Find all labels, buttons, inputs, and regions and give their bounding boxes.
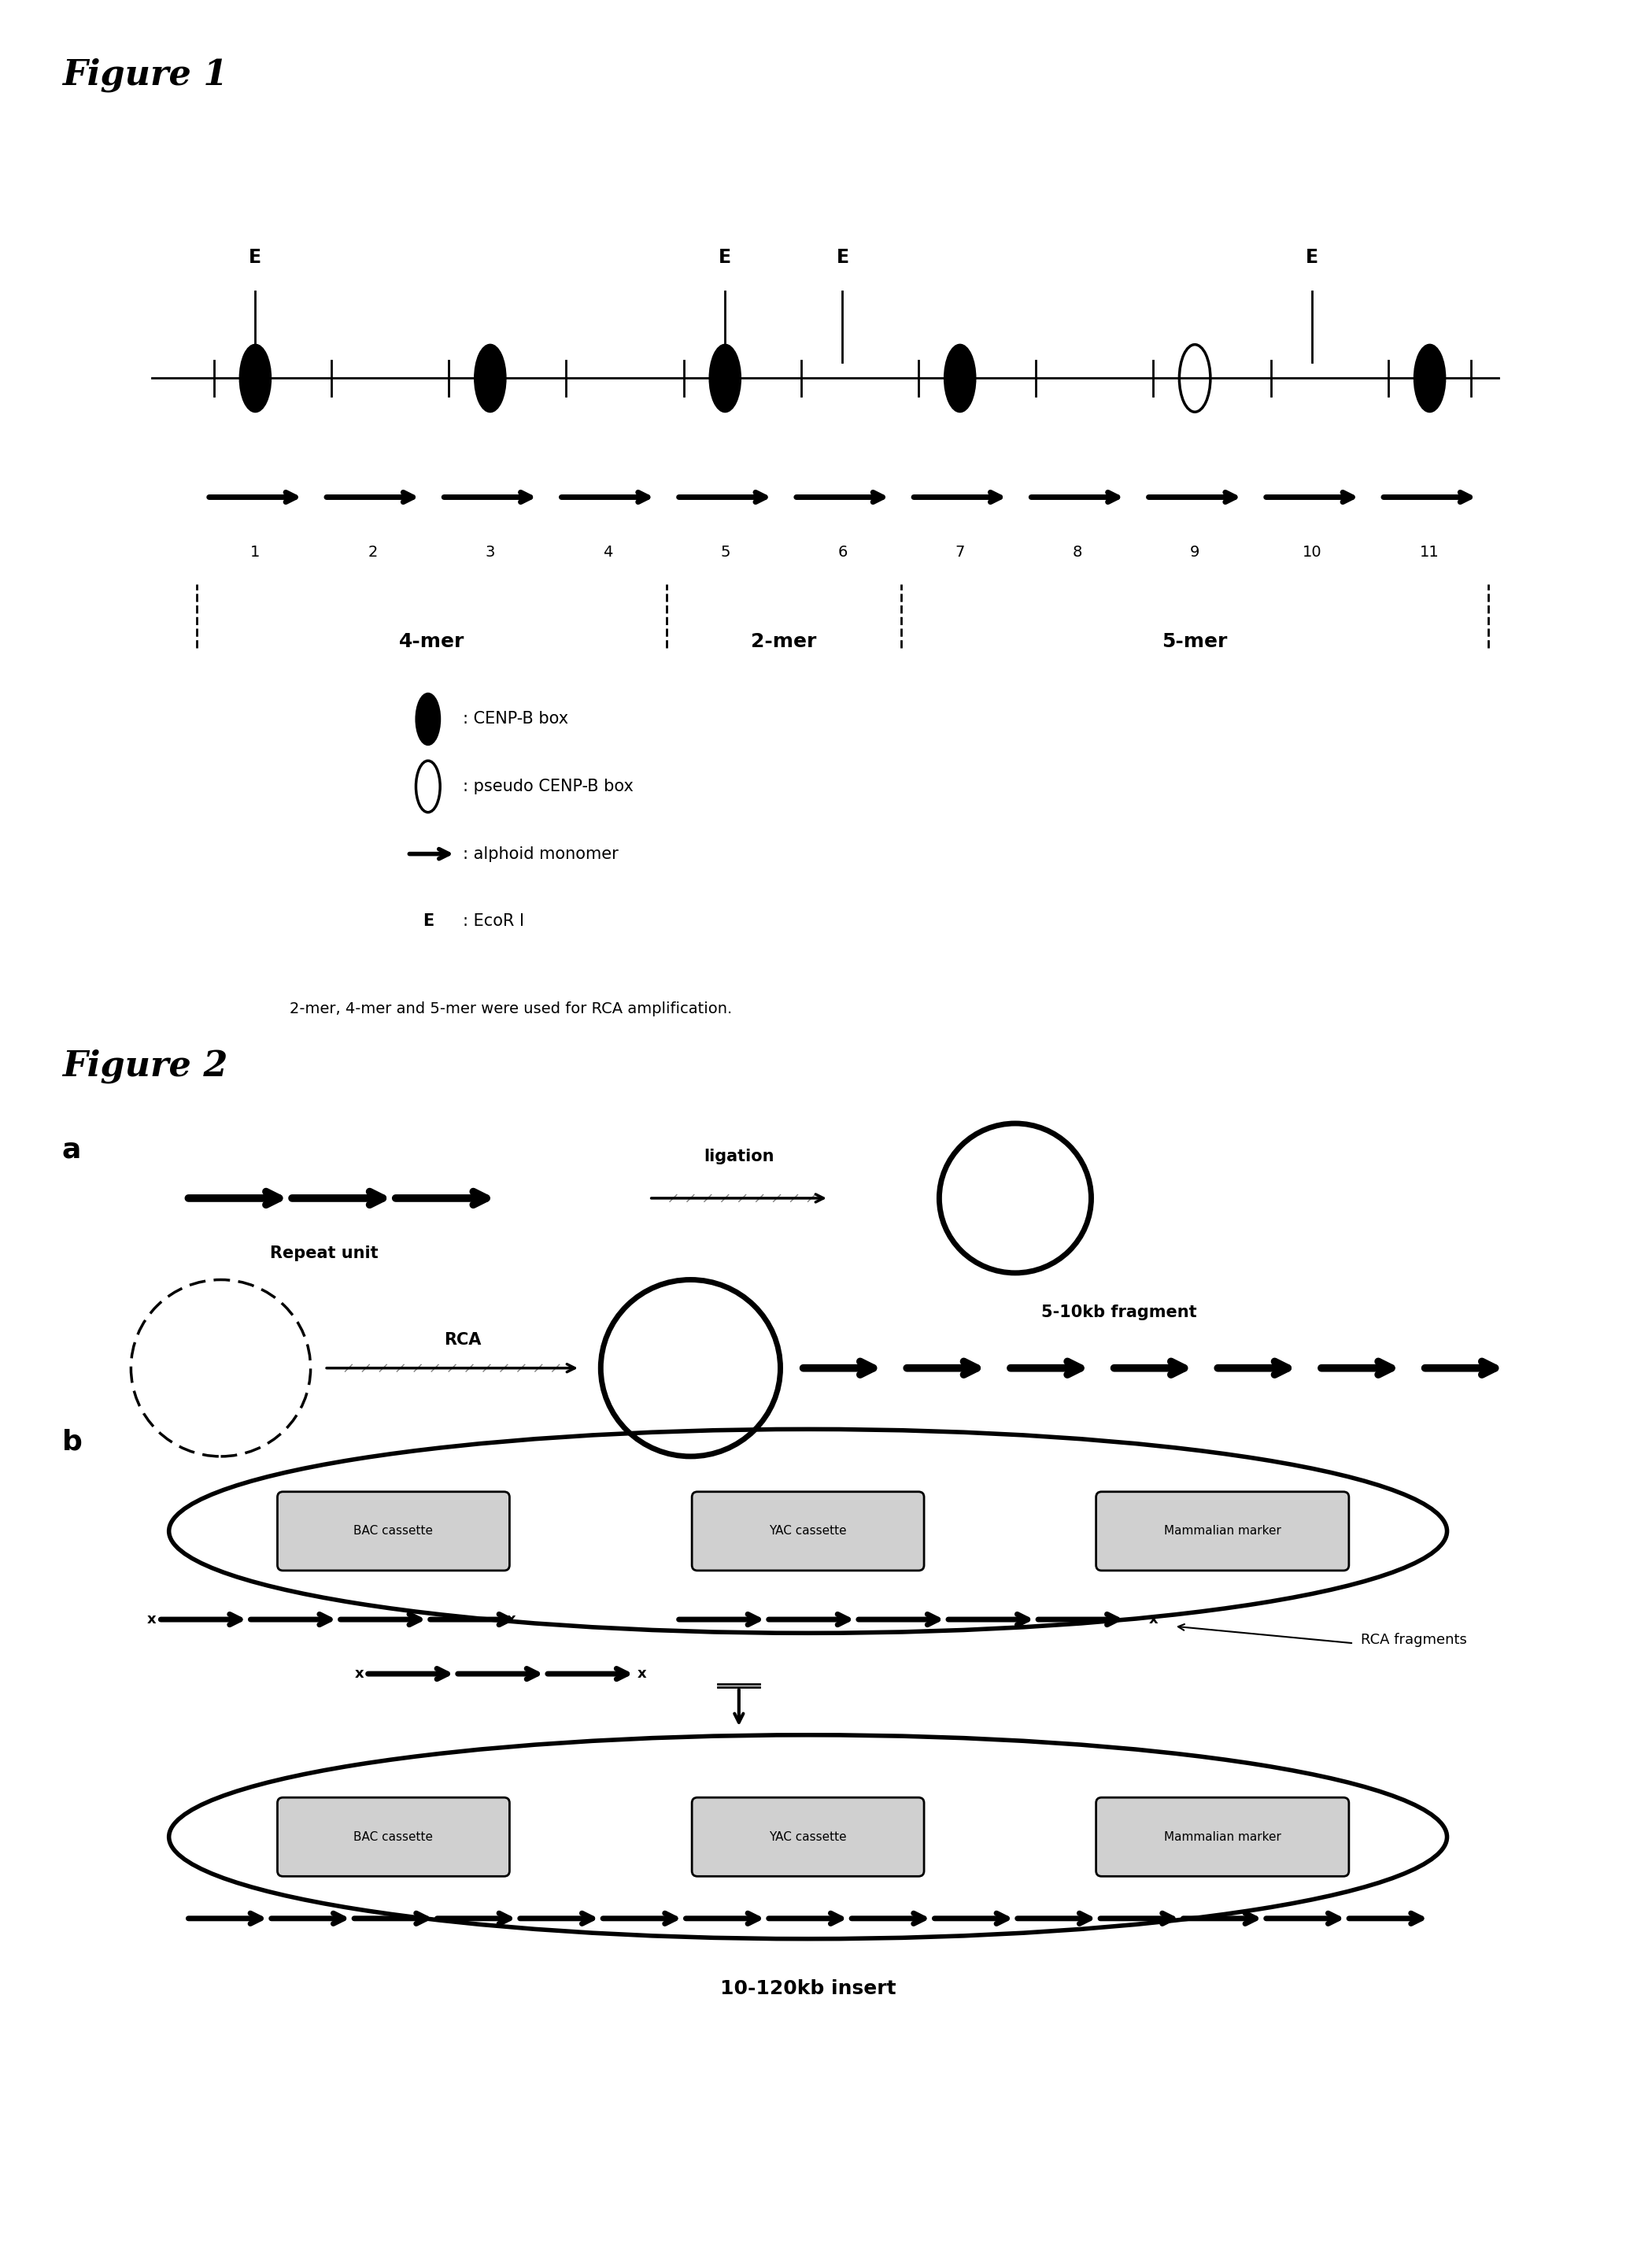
FancyBboxPatch shape bbox=[1095, 1493, 1350, 1570]
Ellipse shape bbox=[240, 344, 271, 412]
Text: 10: 10 bbox=[1302, 544, 1322, 559]
Text: BAC cassette: BAC cassette bbox=[354, 1830, 433, 1844]
Text: 7: 7 bbox=[955, 544, 965, 559]
Text: E: E bbox=[719, 249, 732, 267]
Text: 5: 5 bbox=[720, 544, 730, 559]
Text: 10-120kb insert: 10-120kb insert bbox=[720, 1980, 895, 1998]
Text: x: x bbox=[638, 1667, 646, 1681]
Text: 9: 9 bbox=[1189, 544, 1199, 559]
Text: Figure 1: Figure 1 bbox=[61, 59, 228, 93]
Text: x: x bbox=[1148, 1613, 1158, 1626]
Text: 5-mer: 5-mer bbox=[1161, 632, 1227, 650]
Text: 2-mer, 4-mer and 5-mer were used for RCA amplification.: 2-mer, 4-mer and 5-mer were used for RCA… bbox=[289, 1001, 732, 1017]
Text: : pseudo CENP-B box: : pseudo CENP-B box bbox=[463, 779, 633, 795]
Text: 2: 2 bbox=[368, 544, 378, 559]
Text: YAC cassette: YAC cassette bbox=[770, 1830, 847, 1844]
FancyBboxPatch shape bbox=[692, 1493, 923, 1570]
Text: Repeat unit: Repeat unit bbox=[271, 1246, 378, 1262]
FancyBboxPatch shape bbox=[1095, 1798, 1350, 1875]
Text: E: E bbox=[1307, 249, 1318, 267]
Text: : EcoR I: : EcoR I bbox=[463, 913, 524, 929]
Text: RCA: RCA bbox=[444, 1332, 481, 1348]
Text: YAC cassette: YAC cassette bbox=[770, 1524, 847, 1538]
Text: Figure 2: Figure 2 bbox=[61, 1049, 228, 1083]
Text: x: x bbox=[507, 1613, 515, 1626]
Text: 2-mer: 2-mer bbox=[752, 632, 816, 650]
Text: 4-mer: 4-mer bbox=[398, 632, 464, 650]
Text: 1: 1 bbox=[251, 544, 259, 559]
Text: 8: 8 bbox=[1072, 544, 1082, 559]
Text: ligation: ligation bbox=[704, 1148, 775, 1164]
Ellipse shape bbox=[1414, 344, 1446, 412]
FancyBboxPatch shape bbox=[692, 1798, 923, 1875]
Text: Mammalian marker: Mammalian marker bbox=[1165, 1524, 1280, 1538]
Text: Mammalian marker: Mammalian marker bbox=[1165, 1830, 1280, 1844]
Text: E: E bbox=[423, 913, 433, 929]
Ellipse shape bbox=[474, 344, 506, 412]
Text: 6: 6 bbox=[838, 544, 847, 559]
Text: 5-10kb fragment: 5-10kb fragment bbox=[1041, 1305, 1196, 1320]
Ellipse shape bbox=[416, 693, 439, 745]
Ellipse shape bbox=[945, 344, 975, 412]
Text: BAC cassette: BAC cassette bbox=[354, 1524, 433, 1538]
Ellipse shape bbox=[710, 344, 740, 412]
Text: x: x bbox=[355, 1667, 363, 1681]
FancyBboxPatch shape bbox=[278, 1493, 509, 1570]
Text: : CENP-B box: : CENP-B box bbox=[463, 711, 568, 727]
Text: RCA fragments: RCA fragments bbox=[1361, 1633, 1467, 1647]
Text: E: E bbox=[836, 249, 849, 267]
Text: : alphoid monomer: : alphoid monomer bbox=[463, 847, 618, 861]
Text: b: b bbox=[61, 1429, 83, 1454]
Text: 3: 3 bbox=[486, 544, 496, 559]
Text: a: a bbox=[61, 1137, 81, 1162]
Text: E: E bbox=[249, 249, 261, 267]
FancyBboxPatch shape bbox=[278, 1798, 509, 1875]
Text: 4: 4 bbox=[603, 544, 613, 559]
Text: x: x bbox=[147, 1613, 157, 1626]
Text: 11: 11 bbox=[1421, 544, 1439, 559]
